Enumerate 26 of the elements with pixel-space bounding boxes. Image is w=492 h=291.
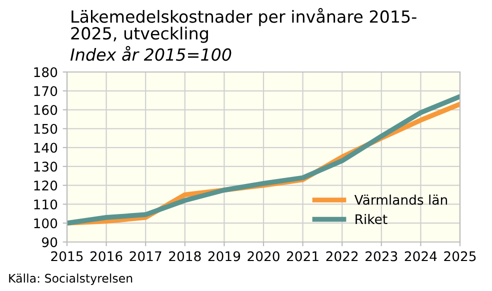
y-tick-label: 150 [34,124,58,134]
y-tick-label: 140 [34,142,58,153]
x-tick-label: 2019 [208,251,240,262]
legend-label: Riket [356,214,388,224]
x-tick-label: 2016 [90,251,122,262]
x-tick-label: 2018 [169,251,201,262]
x-tick-label: 2020 [248,251,280,262]
y-tick-label: 90 [42,237,58,248]
y-tick-label: 170 [34,86,58,96]
legend-label: Värmlands län [354,194,448,205]
x-tick-label: 2017 [130,251,162,262]
y-tick-label: 160 [34,105,58,115]
y-tick-label: 100 [34,218,58,228]
x-tick-label: 2025 [444,251,476,262]
y-tick-label: 120 [34,180,58,191]
y-tick-label: 130 [34,162,58,172]
x-tick-label: 2015 [51,251,83,262]
chart-subtitle: Index år 2015=100 [70,46,232,61]
y-tick-label: 110 [34,199,58,210]
x-tick-label: 2023 [366,251,398,262]
x-tick-label: 2022 [326,251,358,262]
y-tick-label: 180 [34,67,58,78]
x-tick-label: 2024 [404,251,437,262]
chart-title: Läkemedelskostnader per invånare 2015- 2025, utveckling [71,8,416,43]
text: Källa: Socialstyrelsen [9,274,132,285]
x-tick-label: 2021 [286,251,318,262]
